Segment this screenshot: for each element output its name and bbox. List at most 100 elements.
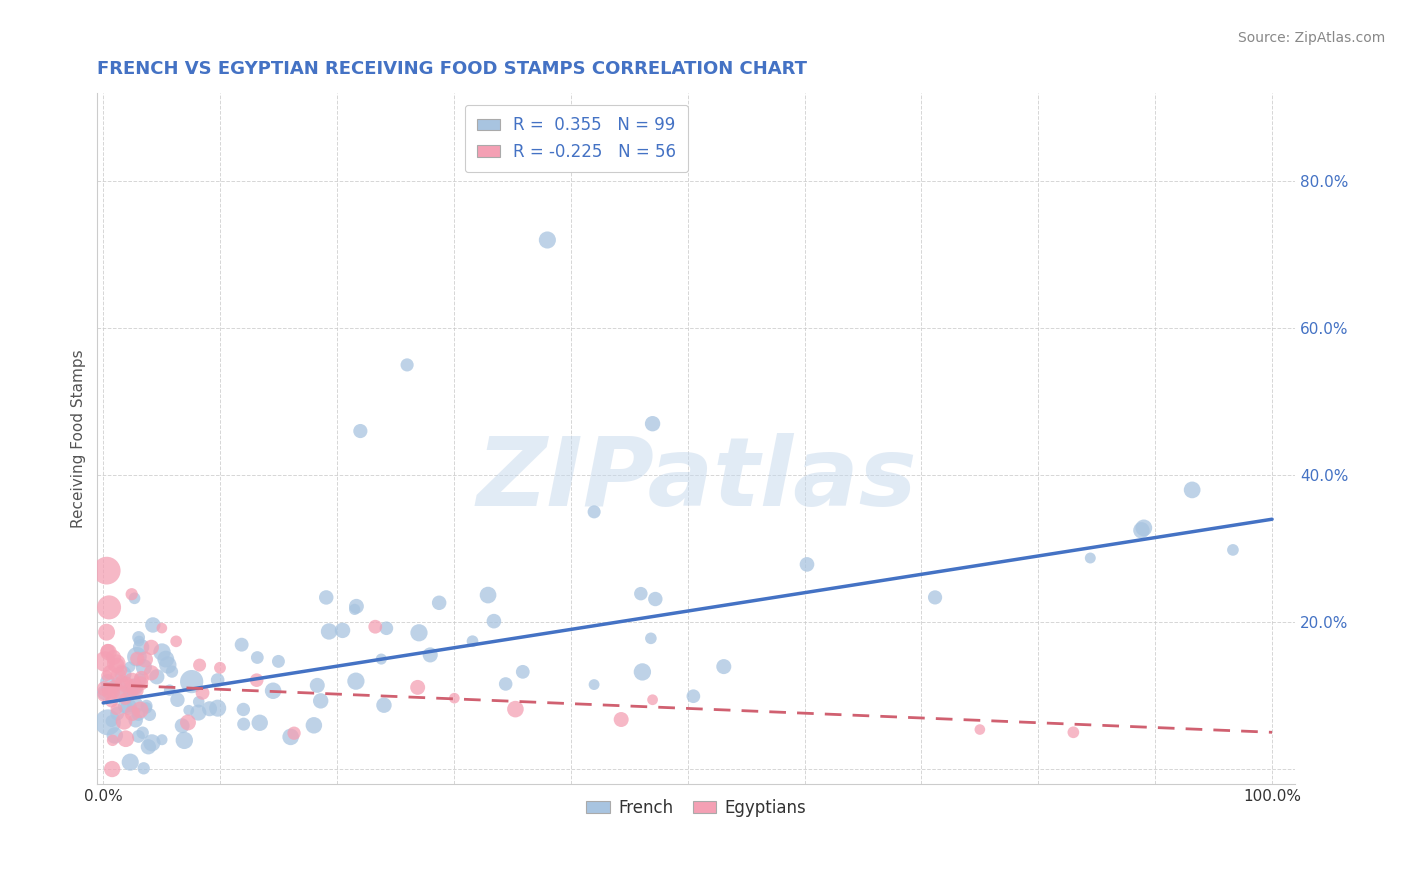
- Point: [103, 650, 125, 665]
- Point: [187, 706, 209, 720]
- Point: [173, 733, 195, 747]
- Point: [100, 714, 122, 728]
- Point: [103, 685, 125, 699]
- Point: [125, 649, 148, 664]
- Point: [141, 665, 163, 680]
- Point: [101, 733, 124, 747]
- Point: [344, 674, 367, 689]
- Point: [97, 645, 120, 659]
- Point: [1130, 524, 1153, 538]
- Point: [640, 632, 662, 646]
- Point: [332, 624, 354, 638]
- Point: [121, 706, 143, 721]
- Point: [232, 717, 254, 731]
- Point: [644, 592, 666, 607]
- Point: [150, 645, 173, 659]
- Point: [246, 650, 269, 665]
- Point: [103, 680, 125, 694]
- Point: [112, 714, 135, 729]
- Point: [98, 665, 121, 680]
- Point: [641, 692, 664, 706]
- Point: [96, 625, 118, 640]
- Point: [155, 652, 177, 666]
- Point: [93, 685, 115, 699]
- Point: [191, 686, 214, 700]
- Point: [198, 702, 221, 716]
- Point: [346, 599, 368, 614]
- Point: [100, 694, 122, 708]
- Point: [124, 698, 146, 713]
- Point: [124, 591, 146, 606]
- Point: [1133, 521, 1156, 535]
- Point: [267, 654, 290, 668]
- Point: [97, 674, 120, 689]
- Point: [129, 673, 152, 687]
- Point: [114, 692, 136, 706]
- Point: [172, 719, 194, 733]
- Point: [631, 665, 654, 679]
- Point: [150, 732, 173, 747]
- Point: [406, 681, 429, 695]
- Point: [187, 695, 209, 709]
- Point: [108, 685, 131, 699]
- Point: [135, 698, 157, 713]
- Point: [132, 660, 155, 674]
- Point: [129, 640, 152, 654]
- Point: [246, 673, 269, 688]
- Point: [142, 618, 165, 632]
- Point: [796, 558, 818, 572]
- Point: [969, 723, 991, 737]
- Point: [461, 634, 484, 648]
- Point: [188, 658, 211, 673]
- Point: [105, 657, 128, 671]
- Point: [124, 683, 146, 698]
- Point: [1062, 725, 1084, 739]
- Point: [262, 683, 284, 698]
- Point: [112, 667, 135, 681]
- Point: [364, 620, 387, 634]
- Point: [1181, 483, 1204, 497]
- Point: [207, 701, 229, 715]
- Point: [120, 755, 142, 769]
- Point: [118, 660, 141, 674]
- Point: [156, 657, 179, 672]
- Point: [610, 713, 633, 727]
- Point: [165, 634, 187, 648]
- Point: [128, 631, 150, 645]
- Point: [98, 685, 121, 699]
- Point: [1078, 551, 1101, 566]
- Point: [131, 671, 153, 685]
- Point: [283, 726, 305, 740]
- Y-axis label: Receiving Food Stamps: Receiving Food Stamps: [72, 349, 86, 528]
- Point: [114, 699, 136, 714]
- Point: [97, 715, 120, 730]
- Point: [375, 621, 398, 635]
- Point: [408, 625, 430, 640]
- Point: [495, 677, 517, 691]
- Point: [132, 761, 155, 775]
- Point: [127, 707, 149, 722]
- Point: [129, 703, 152, 717]
- Point: [101, 762, 124, 776]
- Point: [125, 714, 148, 728]
- Point: [117, 699, 139, 714]
- Point: [583, 505, 606, 519]
- Point: [231, 638, 253, 652]
- Point: [96, 564, 118, 578]
- Point: [443, 691, 465, 706]
- Point: [482, 614, 505, 628]
- Point: [114, 677, 136, 691]
- Point: [146, 670, 169, 684]
- Point: [105, 702, 128, 716]
- Point: [134, 652, 156, 666]
- Point: [713, 659, 735, 673]
- Point: [307, 678, 329, 692]
- Point: [583, 677, 606, 691]
- Point: [110, 664, 132, 678]
- Point: [505, 702, 527, 716]
- Point: [114, 731, 136, 746]
- Point: [141, 640, 163, 655]
- Point: [370, 652, 392, 666]
- Point: [1222, 542, 1244, 557]
- Point: [309, 694, 332, 708]
